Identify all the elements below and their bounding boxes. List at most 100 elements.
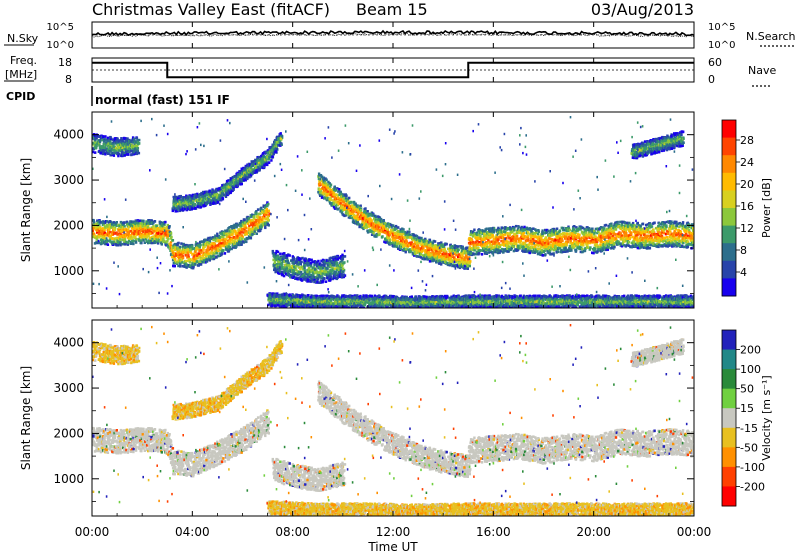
power-cell (639, 226, 642, 229)
power-cell (424, 237, 427, 241)
power-cell (567, 232, 571, 236)
power-cell (659, 235, 662, 238)
power-cell (574, 231, 577, 234)
power-cell (569, 232, 572, 235)
power-cell (608, 233, 611, 237)
freq-left-unit: [MHz] (5, 68, 37, 81)
power-cell (369, 214, 372, 217)
power-cell (259, 207, 262, 211)
power-cell (485, 245, 488, 249)
power-cell (342, 194, 345, 197)
power-cell (473, 228, 476, 232)
power-cell (181, 264, 184, 268)
power-cell (625, 221, 629, 225)
power-cell (552, 240, 556, 243)
power-cell (99, 227, 102, 230)
power-cell (559, 247, 562, 250)
power-cell (427, 253, 430, 257)
power-cell (475, 231, 479, 235)
power-cell (320, 194, 324, 197)
power-cell (161, 224, 165, 228)
power-cell (606, 227, 609, 231)
power-cell (515, 229, 519, 233)
power-cell (393, 242, 396, 246)
power-cell (678, 231, 681, 235)
power-cell (653, 243, 657, 247)
power-cell (635, 225, 638, 228)
power-cell (116, 243, 120, 247)
power-cell (650, 234, 653, 237)
power-cell (518, 238, 521, 242)
power-cell (414, 240, 417, 244)
power-cell (205, 258, 209, 261)
power-cell (129, 229, 132, 233)
power-cell (617, 232, 621, 236)
power-cell (653, 221, 656, 225)
power-cell (234, 246, 237, 249)
power-cell (610, 246, 614, 249)
power-cell (460, 250, 464, 253)
power-cell (192, 252, 196, 256)
freq-left-label: Freq. (10, 54, 37, 67)
power-cell (107, 233, 110, 236)
power-cell (117, 240, 120, 243)
power-cell (379, 223, 382, 226)
power-cell (614, 228, 618, 231)
power-cell (119, 235, 123, 238)
power-cell (199, 255, 202, 258)
power-cell (167, 231, 170, 234)
power-cell (477, 246, 480, 250)
power-cell (243, 238, 247, 241)
power-cell (480, 242, 484, 245)
power-cell (448, 249, 451, 253)
power-cell (363, 211, 366, 215)
power-cell (604, 246, 607, 250)
power-cell (431, 242, 434, 246)
power-cell (621, 236, 624, 240)
power-cell (99, 225, 102, 229)
power-cell (502, 233, 505, 237)
power-cell (686, 227, 689, 230)
power-cell (151, 241, 154, 245)
power-cell (634, 243, 638, 246)
power-cell (593, 243, 597, 247)
power-cell (384, 231, 387, 234)
power-cell (402, 245, 405, 248)
power-cell (440, 263, 443, 266)
power-cell (143, 241, 146, 244)
power-cell (403, 230, 406, 234)
power-cell (596, 246, 600, 250)
power-cell (111, 242, 114, 245)
power-cell (418, 236, 421, 239)
power-cell (236, 232, 239, 235)
power-cell (558, 229, 562, 232)
power-cell (562, 228, 565, 232)
power-cell (149, 232, 152, 235)
power-cell (580, 236, 584, 240)
power-cell (500, 236, 503, 239)
power-cell (204, 242, 208, 245)
power-cell (474, 245, 477, 249)
power-cell (172, 246, 175, 250)
power-cell (353, 201, 356, 204)
power-cell (491, 228, 494, 232)
power-cell (406, 236, 409, 239)
power-cell (93, 221, 96, 224)
power-cell (460, 251, 463, 254)
power-cell (374, 225, 378, 228)
power-cell (627, 244, 630, 247)
power-cell (340, 192, 343, 196)
power-cell (129, 224, 133, 227)
power-cell (246, 222, 250, 225)
power-cell (495, 250, 498, 254)
power-cell (512, 245, 515, 248)
power-cell (215, 249, 219, 252)
power-cell (336, 196, 340, 200)
power-cell (566, 250, 569, 253)
power-cell (267, 202, 270, 206)
power-cell (100, 230, 103, 233)
power-cell (327, 183, 330, 187)
power-cell (412, 233, 416, 237)
power-cell (339, 206, 343, 210)
power-cell (181, 256, 185, 260)
